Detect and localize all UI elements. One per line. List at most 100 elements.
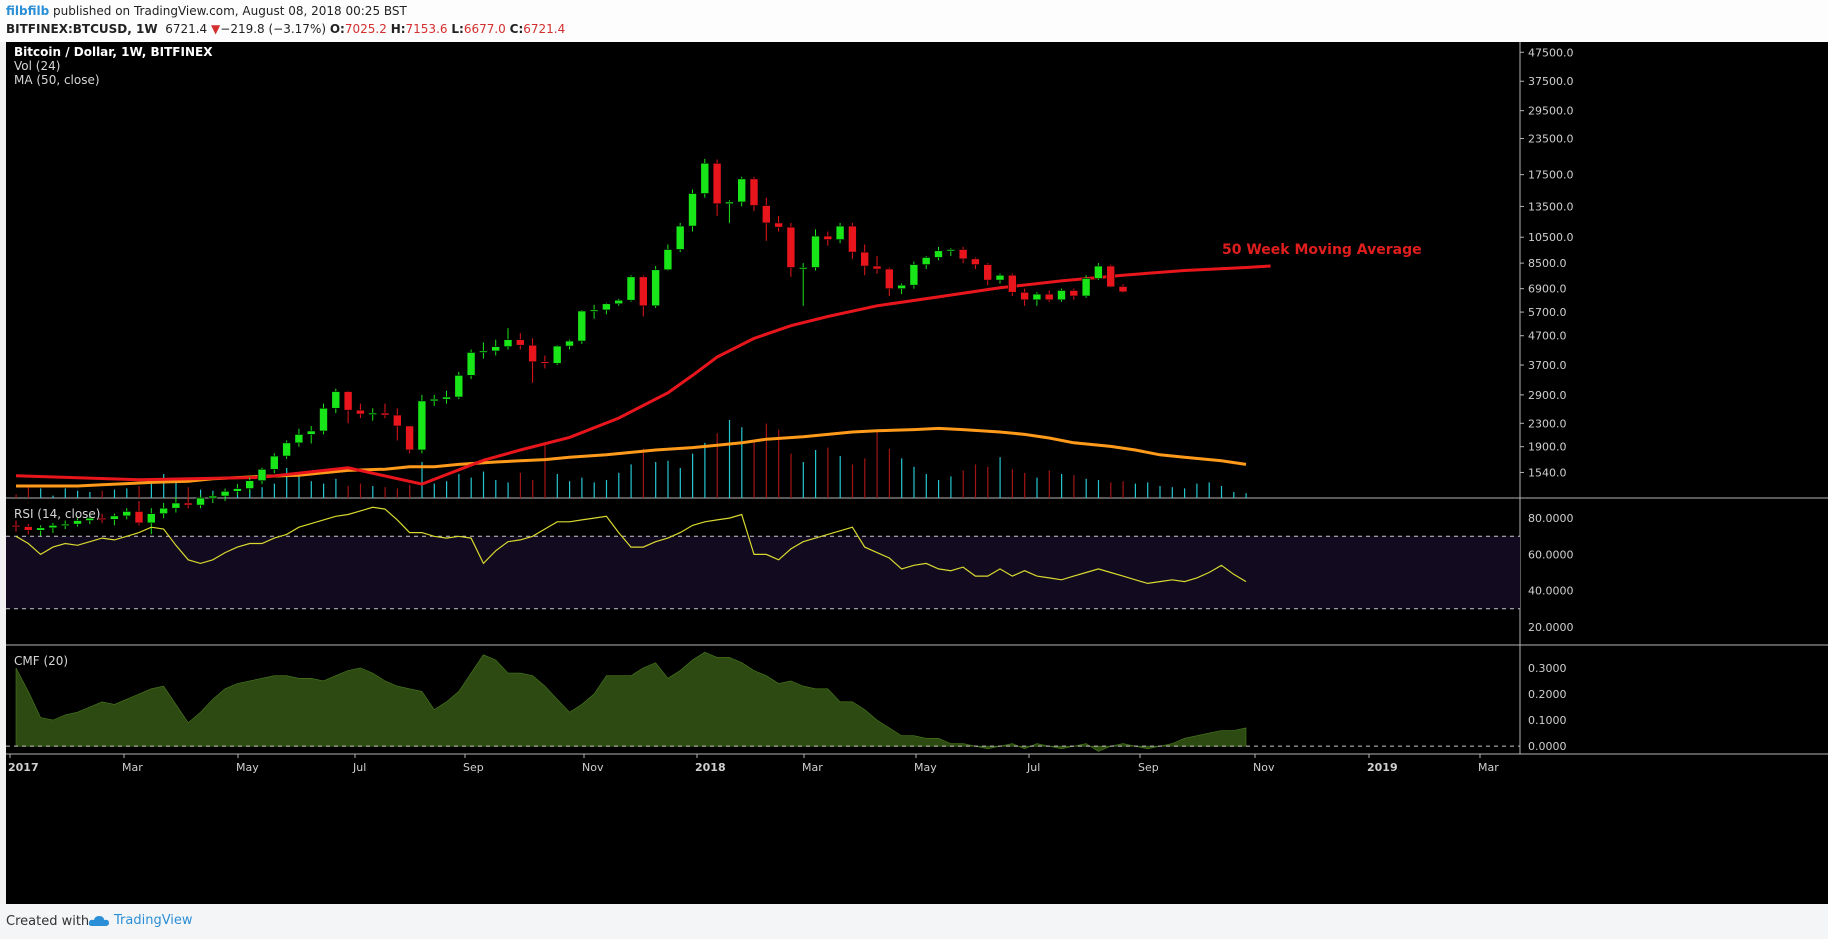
- time-axis-label: 2019: [1367, 761, 1398, 774]
- candle-body: [1081, 278, 1091, 297]
- candle-body: [380, 412, 390, 416]
- rsi-axis-label: 60.0000: [1528, 548, 1574, 561]
- open-value: 7025.2: [344, 22, 387, 36]
- volume-bar: [113, 489, 116, 498]
- volume-bar: [519, 472, 521, 498]
- last-price: 6721.4: [165, 22, 208, 36]
- volume-bar: [1110, 482, 1112, 498]
- volume-bar: [581, 477, 583, 498]
- candle-body: [147, 513, 156, 524]
- candle-body: [725, 201, 734, 205]
- candle-body: [872, 265, 882, 270]
- candle-body: [589, 309, 599, 312]
- down-arrow-icon: ▼: [211, 22, 221, 36]
- volume-bar: [679, 468, 681, 498]
- volume-bar: [913, 466, 915, 498]
- candle-body: [934, 250, 943, 258]
- volume-bar: [741, 427, 743, 498]
- candle-body: [651, 269, 660, 307]
- close-label: C:: [509, 22, 524, 36]
- volume-bar: [1184, 488, 1186, 498]
- volume-bar: [1011, 469, 1013, 498]
- volume-bar: [52, 495, 54, 498]
- tradingview-logo[interactable]: TradingView: [88, 913, 193, 928]
- ma-annotation: 50 Week Moving Average: [1222, 242, 1422, 258]
- price-axis-label: 2300.0: [1528, 417, 1567, 430]
- volume-bar: [64, 488, 66, 498]
- main-legend: Bitcoin / Dollar, 1W, BITFINEX: [14, 45, 212, 59]
- volume-bar: [89, 492, 91, 498]
- cmf-axis-label: 0.0000: [1528, 740, 1567, 753]
- price-axis-label: 17500.0: [1528, 169, 1574, 182]
- time-axis-label: Nov: [1253, 761, 1275, 774]
- volume-bar: [925, 474, 927, 498]
- candle-body: [577, 310, 587, 342]
- ma-legend: MA (50, close): [14, 73, 100, 87]
- time-axis-label: Nov: [582, 761, 604, 774]
- volume-bar: [851, 464, 854, 498]
- candle-body: [122, 511, 131, 517]
- candle-body: [946, 249, 956, 252]
- price-axis-label: 3700.0: [1528, 359, 1567, 372]
- volume-bar: [1233, 492, 1235, 498]
- vol-legend: Vol (24): [14, 59, 61, 73]
- created-with-text: Created with: [6, 914, 90, 929]
- candle-body: [454, 375, 464, 398]
- publish-line: filbfilb published on TradingView.com, A…: [6, 4, 407, 18]
- candle-body: [971, 258, 980, 265]
- candle-body: [36, 527, 45, 531]
- volume-bar: [532, 480, 534, 498]
- volume-bar: [175, 480, 177, 498]
- author-link[interactable]: filbfilb: [6, 4, 50, 18]
- candle-body: [466, 352, 476, 376]
- candle-body: [675, 225, 685, 250]
- time-axis-label: May: [914, 761, 937, 774]
- volume-bar: [150, 483, 152, 498]
- candle-body: [159, 507, 168, 514]
- candle-body: [1032, 293, 1042, 301]
- time-axis-label: Sep: [1138, 761, 1159, 774]
- volume-bar: [974, 464, 977, 498]
- low-label: L:: [451, 22, 464, 36]
- volume-bar: [396, 488, 398, 498]
- time-axis-label: Jul: [352, 761, 366, 774]
- volume-bar: [458, 474, 460, 498]
- candle-body: [294, 434, 304, 444]
- candle-body: [811, 235, 820, 268]
- legend-title: Bitcoin / Dollar, 1W, BITFINEX: [14, 45, 213, 59]
- volume-bar: [249, 489, 251, 498]
- candle-body: [774, 222, 783, 228]
- price-axis-label: 4700.0: [1528, 330, 1567, 343]
- volume-bar: [40, 488, 42, 498]
- candle-body: [540, 361, 550, 364]
- volume-bar: [1061, 474, 1063, 498]
- candle-body: [48, 525, 58, 529]
- price-axis-label: 13500.0: [1528, 200, 1574, 213]
- candle-body: [700, 162, 710, 194]
- volume-bar: [1159, 486, 1161, 498]
- volume-bar: [716, 433, 718, 498]
- published-text: published on TradingView.com, August 08,…: [49, 4, 407, 18]
- high-value: 7153.6: [405, 22, 448, 36]
- volume-bar: [470, 477, 472, 498]
- candle-body: [897, 284, 906, 289]
- volume-bar: [446, 481, 448, 498]
- rsi-band-fill: [6, 536, 1520, 609]
- price-axis-label: 10500.0: [1528, 231, 1574, 244]
- volume-bar: [1171, 487, 1173, 498]
- candle-body: [1069, 290, 1079, 297]
- volume-bar: [1036, 477, 1038, 498]
- chart-area[interactable]: 47500.0 37500.0 29500.0 23500.0 17500.0 13500…: [6, 42, 1828, 904]
- chart-svg[interactable]: 47500.0 37500.0 29500.0 23500.0 17500.0 13500…: [6, 42, 1828, 904]
- close-value: 6721.4: [523, 22, 566, 36]
- volume-bar: [790, 453, 792, 498]
- candle-body: [1094, 265, 1103, 279]
- volume-bar: [692, 453, 694, 498]
- candle-body: [798, 267, 808, 270]
- volume-bar: [138, 486, 140, 498]
- tradingview-brand: TradingView: [114, 913, 193, 928]
- candle-body: [183, 502, 193, 506]
- volume-bar: [187, 487, 189, 498]
- candle-body: [565, 340, 574, 347]
- candle-body: [1118, 286, 1128, 293]
